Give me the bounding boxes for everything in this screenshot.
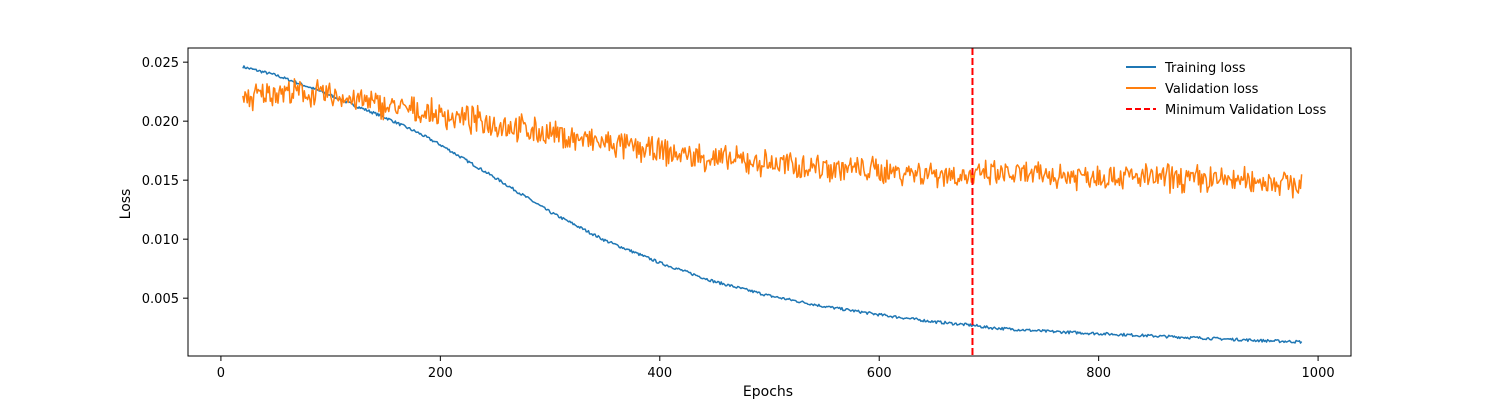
x-tick-label: 1000 [1302,366,1335,381]
y-tick-label: 0.010 [142,233,179,248]
axes-frame [187,47,1352,357]
x-tick-label: 400 [647,366,672,381]
axes: 0 200 400 600 800 1000 0.005 0.010 0.015 0.020 0.0… [142,47,1352,381]
y-axis-label: Loss [118,189,134,220]
legend: Training loss Validation loss Minimum Vali… [1126,61,1326,118]
x-tick-label: 600 [867,366,892,381]
legend-label-validation: Validation loss [1165,82,1259,97]
y-tick-label: 0.020 [142,115,179,130]
x-axis-label: Epochs [743,384,793,400]
y-tick-label: 0.005 [142,292,179,307]
y-tick-label: 0.025 [142,56,179,71]
legend-label-training: Training loss [1164,61,1246,76]
x-tick-label: 0 [217,366,225,381]
plot-area [242,48,1303,356]
legend-label-min-validation: Minimum Validation Loss [1165,103,1326,118]
series-line-validation [242,78,1303,199]
x-tick-label: 800 [1086,366,1111,381]
x-tick-label: 200 [428,366,453,381]
y-tick-label: 0.015 [142,174,179,189]
series-line-training [242,65,1303,344]
